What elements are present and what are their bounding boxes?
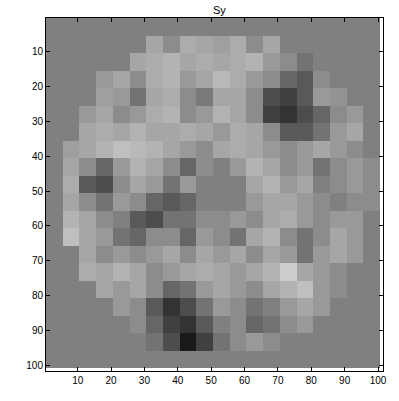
svg-text:10: 10 [32, 46, 44, 57]
svg-text:Sy: Sy [213, 4, 226, 16]
svg-text:30: 30 [32, 116, 44, 127]
svg-text:20: 20 [32, 81, 44, 92]
svg-text:50: 50 [32, 186, 44, 197]
svg-text:70: 70 [32, 255, 44, 266]
svg-text:50: 50 [206, 375, 218, 386]
svg-text:90: 90 [32, 325, 44, 336]
svg-text:100: 100 [370, 375, 387, 386]
svg-text:90: 90 [339, 375, 351, 386]
svg-text:40: 40 [32, 151, 44, 162]
svg-text:20: 20 [105, 375, 117, 386]
svg-text:40: 40 [172, 375, 184, 386]
svg-text:80: 80 [32, 290, 44, 301]
svg-text:30: 30 [139, 375, 151, 386]
svg-text:60: 60 [32, 220, 44, 231]
svg-text:60: 60 [239, 375, 251, 386]
svg-text:100: 100 [26, 360, 43, 371]
svg-text:80: 80 [306, 375, 318, 386]
svg-text:70: 70 [272, 375, 284, 386]
svg-text:10: 10 [72, 375, 84, 386]
